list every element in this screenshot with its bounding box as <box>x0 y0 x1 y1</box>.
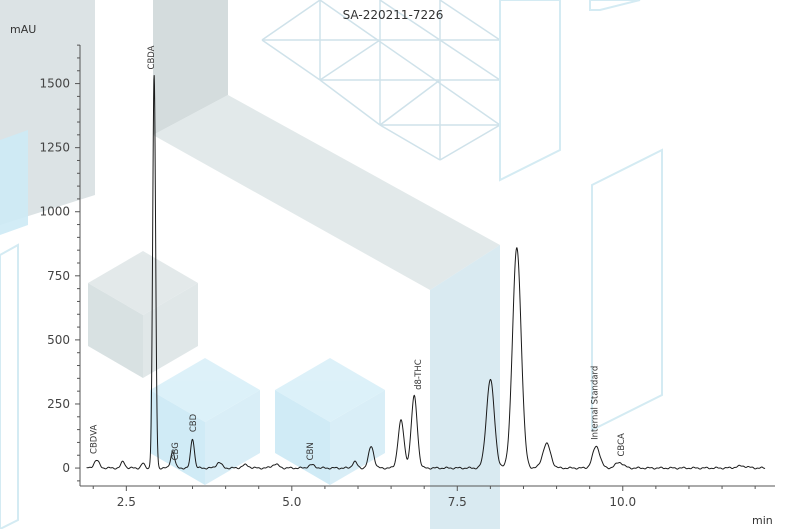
bg-vertical-blue-band <box>430 245 500 529</box>
chromatogram-trace <box>86 75 766 470</box>
chart-title: SA-220211-7226 <box>343 8 444 22</box>
bg-diagonal-gray-band <box>153 95 500 290</box>
peak-label: CBG <box>171 442 181 460</box>
plot-area: 0 250 500 750 1000 1250 1500 2.5 5.0 7.5 10.0 CBD… <box>39 44 775 509</box>
y-axis-unit-label: mAU <box>10 23 36 36</box>
peak-label: CBDA <box>147 45 157 69</box>
bg-cube-gray <box>88 251 198 378</box>
y-tick-label: 0 <box>62 461 70 475</box>
peak-label: Internal Standard <box>591 366 601 440</box>
y-tick-label: 250 <box>47 397 70 411</box>
peak-label: d8-THC <box>414 359 424 390</box>
x-tick-label: 10.0 <box>609 495 636 509</box>
x-tick-label: 2.5 <box>117 495 136 509</box>
y-tick-label: 1000 <box>39 205 70 219</box>
peak-label: CBCA <box>617 433 627 457</box>
bg-left-blue-panel <box>0 130 28 235</box>
bg-triangle-grid <box>261 0 501 161</box>
x-tick-label: 5.0 <box>282 495 301 509</box>
peak-label: CBDVA <box>90 425 100 454</box>
x-axis: 2.5 5.0 7.5 10.0 <box>80 485 775 509</box>
peak-label: CBN <box>306 442 316 460</box>
y-tick-label: 1250 <box>39 141 70 155</box>
y-axis: 0 250 500 750 1000 1250 1500 <box>39 44 81 486</box>
x-axis-unit-label: min <box>752 514 773 527</box>
bg-cube-blue-2 <box>275 358 385 485</box>
bg-outline-shapes <box>0 0 663 529</box>
y-tick-label: 1500 <box>39 77 70 91</box>
peak-label: CBD <box>189 413 199 432</box>
peak-labels: CBDVA CBDA CBG CBD CBN d8-THC Internal Standar… <box>90 45 628 460</box>
y-tick-label: 750 <box>47 269 70 283</box>
y-tick-label: 500 <box>47 333 70 347</box>
x-tick-label: 7.5 <box>448 495 467 509</box>
bg-cube-blue-1 <box>150 358 260 485</box>
bg-top-gray-column <box>153 0 228 135</box>
